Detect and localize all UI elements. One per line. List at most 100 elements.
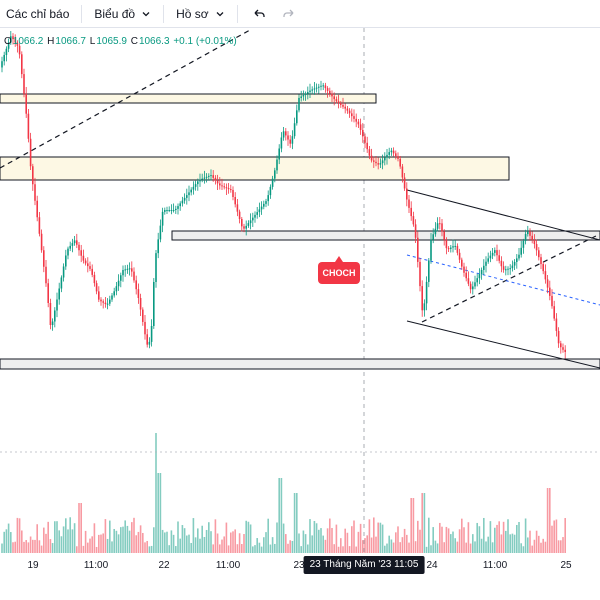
- candle-body: [414, 224, 417, 238]
- candle-body: [386, 154, 388, 158]
- chart-menu-button[interactable]: Biểu đồ: [88, 0, 157, 28]
- volume-bar: [120, 527, 122, 553]
- volume-bar: [95, 546, 98, 553]
- candle-body: [348, 110, 351, 114]
- candle-body: [335, 99, 338, 102]
- candle-body: [1, 61, 3, 68]
- volume-bar: [340, 538, 342, 553]
- candle-body: [487, 258, 489, 262]
- candle-body: [197, 181, 199, 185]
- time-axis[interactable]: 19 11:00 22 11:00 23 24 11:00 25 23 Thán…: [0, 554, 600, 582]
- candle-body: [104, 302, 107, 305]
- volume-bar: [346, 532, 349, 553]
- volume-bar: [461, 518, 463, 553]
- supply-zone-top[interactable]: [0, 93, 377, 104]
- volume-bar: [287, 543, 289, 553]
- volume-bar: [148, 546, 151, 553]
- candle-body: [496, 250, 498, 256]
- volume-bar: [232, 531, 234, 553]
- candle-body: [538, 250, 540, 258]
- candle-body: [265, 201, 267, 204]
- volume-bar: [364, 538, 366, 553]
- candle-body: [111, 295, 113, 300]
- volume-bar: [403, 528, 406, 553]
- volume-bar: [562, 537, 564, 553]
- open-value: 1066.2: [12, 36, 44, 47]
- volume-bar: [32, 539, 34, 553]
- candle-body: [553, 306, 555, 319]
- volume-bar: [485, 541, 487, 553]
- candle-body: [82, 255, 85, 261]
- volume-bar: [456, 541, 459, 553]
- candle-body: [190, 189, 192, 193]
- candle-body: [157, 239, 159, 254]
- volume-bar: [553, 520, 555, 553]
- trendline-dashed-rising[interactable]: [421, 233, 600, 323]
- candle-body: [423, 303, 426, 311]
- support-zone[interactable]: [0, 358, 600, 370]
- volume-bar: [135, 535, 137, 553]
- candle-body: [278, 148, 280, 160]
- volume-bar: [379, 522, 382, 553]
- volume-bar: [551, 525, 553, 553]
- choch-label[interactable]: CHOCH: [318, 256, 360, 284]
- volume-bar: [214, 519, 217, 553]
- supply-zone-mid[interactable]: [0, 156, 510, 181]
- candle-body: [551, 295, 553, 307]
- candle-body: [89, 266, 91, 269]
- trendline-dashed[interactable]: [0, 29, 251, 169]
- volume-bar: [474, 541, 476, 553]
- volume-bar: [269, 544, 272, 553]
- volume-bar: [276, 522, 278, 553]
- candle-body: [564, 349, 566, 352]
- volume-bar: [256, 538, 258, 553]
- candle-body: [359, 124, 362, 130]
- volume-bar: [533, 539, 536, 553]
- volume-bar: [274, 543, 276, 553]
- candle-body: [230, 189, 232, 191]
- volume-bar: [368, 519, 371, 553]
- volume-bar: [557, 540, 560, 553]
- price-chart[interactable]: [0, 28, 600, 582]
- volume-bar: [513, 534, 516, 553]
- volume-bar: [131, 522, 133, 553]
- volume-bar: [89, 538, 91, 553]
- indicators-button[interactable]: Các chỉ báo: [0, 0, 75, 28]
- candle-body: [144, 321, 146, 335]
- candle-body: [60, 277, 63, 289]
- candle-body: [172, 210, 175, 211]
- volume-bar: [375, 536, 377, 553]
- undo-button[interactable]: [244, 0, 274, 28]
- candle-body: [201, 178, 203, 180]
- demand-zone[interactable]: [171, 230, 600, 241]
- candle-body: [153, 282, 155, 326]
- candle-body: [282, 131, 285, 138]
- volume-bar: [491, 542, 494, 553]
- volume-bar: [546, 488, 549, 553]
- candle-body: [340, 103, 342, 105]
- volume-bar: [417, 520, 419, 553]
- channel-upper-line[interactable]: [406, 189, 600, 241]
- candle-body: [531, 235, 533, 240]
- volume-bar: [443, 542, 445, 553]
- candle-body: [263, 203, 265, 207]
- volume-bar: [170, 530, 173, 553]
- candle-body: [546, 279, 549, 288]
- volume-bar: [106, 538, 109, 553]
- redo-button[interactable]: [274, 0, 304, 28]
- volume-bar: [161, 529, 164, 553]
- candle-body: [194, 184, 197, 187]
- volume-bar: [384, 545, 386, 553]
- channel-lower-line[interactable]: [406, 320, 600, 369]
- candle-body: [324, 85, 327, 89]
- volume-bar: [139, 525, 142, 553]
- candle-body: [25, 93, 27, 114]
- candle-body: [421, 286, 423, 311]
- profile-menu-button[interactable]: Hồ sơ: [170, 0, 231, 28]
- volume-bar: [293, 493, 296, 553]
- volume-bar: [40, 545, 43, 553]
- candle-body: [498, 255, 500, 261]
- volume-bar: [137, 531, 140, 553]
- volume-bar: [419, 529, 421, 553]
- volume-bar: [227, 545, 230, 553]
